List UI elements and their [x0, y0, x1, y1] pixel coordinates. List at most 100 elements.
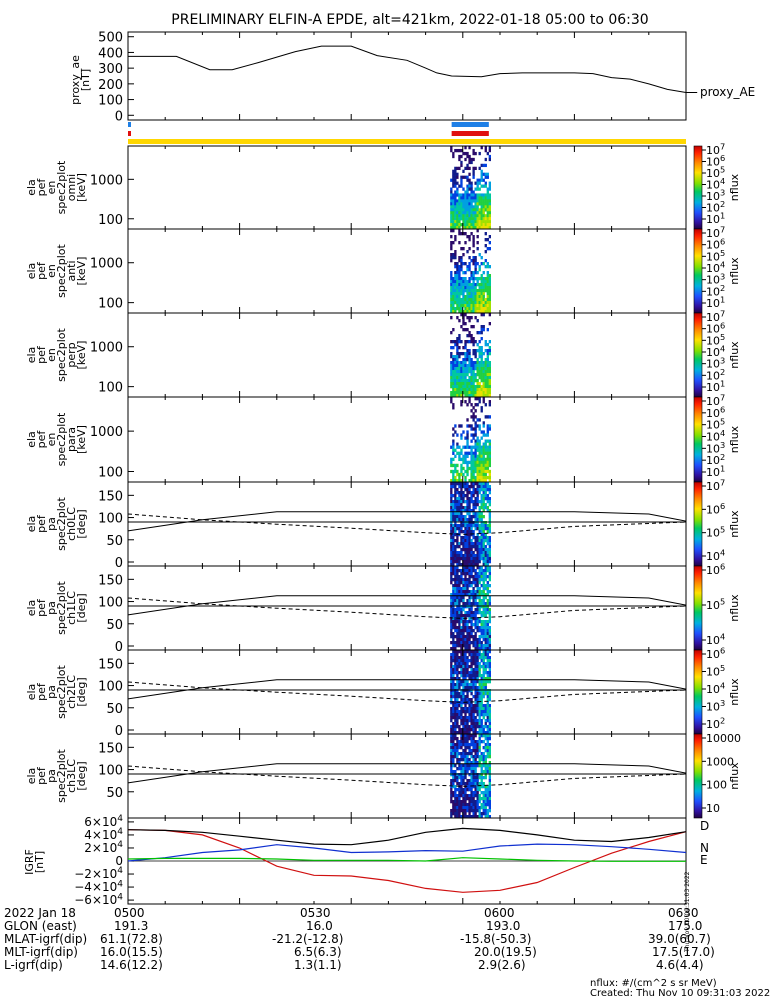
spectrogram-cell: [484, 533, 487, 537]
spectrogram-cell: [488, 602, 491, 606]
spectrogram-cell: [478, 611, 481, 615]
spectrogram-cell: [486, 740, 489, 744]
spectrogram-cell: [478, 478, 481, 483]
spectrogram-cell: [474, 482, 477, 486]
spectrogram-cell: [478, 746, 481, 750]
spectrogram-cell: [474, 433, 477, 437]
spectrogram-cell: [454, 196, 457, 200]
spectrogram-cell: [474, 671, 477, 675]
spectrogram-cell: [450, 214, 453, 218]
spectrogram-cell: [484, 572, 487, 576]
spectrogram-cell: [478, 578, 481, 582]
spectrogram-cell: [456, 148, 459, 153]
spectrogram-cell: [464, 689, 467, 693]
spectrogram-cell: [474, 767, 477, 771]
spectrogram-cell: [456, 605, 459, 609]
value-0530: -21.2(-12.8): [272, 932, 344, 946]
spectrogram-cell: [456, 316, 459, 320]
spectrogram-cell: [476, 617, 479, 621]
spectrogram-cell: [458, 677, 461, 681]
spectrogram-cell: [464, 725, 467, 729]
spectrogram-cell: [462, 196, 465, 200]
spectrogram-cell: [460, 530, 463, 534]
spectrogram-cell: [488, 635, 491, 639]
spectrogram-cell: [454, 776, 457, 780]
spectrogram-cell: [486, 460, 489, 465]
spectrogram-cell: [450, 500, 453, 504]
spectrogram-cell: [456, 590, 459, 594]
spectrogram-cell: [478, 418, 481, 422]
spectrogram-cell: [478, 373, 481, 377]
spectrogram-cell: [462, 692, 465, 696]
spectrogram-cell: [476, 593, 479, 597]
spectrogram-cell: [464, 767, 467, 771]
spectrogram-cell: [462, 301, 465, 305]
spectrogram-cell: [452, 217, 455, 221]
spectrogram-cell: [452, 478, 455, 483]
spectrogram-cell: [484, 791, 487, 795]
spectrogram-cell: [460, 382, 463, 386]
spectrogram-cell: [466, 548, 469, 552]
spectrogram-cell: [480, 184, 483, 188]
spectrogram-cell: [470, 509, 473, 513]
spectrogram-cell: [450, 271, 453, 275]
spectrogram-cell: [484, 148, 487, 153]
legend-n: N: [700, 841, 709, 855]
spectrogram-cell: [464, 241, 467, 245]
spectrogram-cell: [476, 722, 479, 726]
spectrogram-cell: [472, 193, 475, 197]
spectrogram-cell: [474, 596, 477, 600]
spectrogram-cell: [480, 545, 483, 549]
spectrogram-cell: [464, 211, 467, 215]
spectrogram-cell: [464, 196, 467, 200]
spectrogram-cell: [484, 388, 487, 392]
spectrogram-cell: [458, 563, 461, 567]
spectrogram-cell: [460, 641, 463, 645]
spectrogram-cell: [478, 719, 481, 723]
spectrogram-cell: [464, 217, 467, 221]
spectrogram-cell: [462, 313, 465, 317]
spectrogram-cell: [480, 698, 483, 702]
spectrogram-cell: [482, 445, 485, 449]
spectrogram-cell: [474, 626, 477, 630]
spectrogram-cell: [476, 229, 479, 233]
spectrogram-cell: [468, 400, 471, 404]
spectrogram-cell: [484, 557, 487, 561]
spectrogram-cell: [482, 629, 485, 633]
spectrogram-cell: [454, 463, 457, 468]
spectrogram-cell: [476, 442, 479, 446]
spectrogram-cell: [466, 647, 469, 651]
spectrogram-cell: [472, 713, 475, 717]
spectrogram-cell: [456, 704, 459, 708]
spectrogram-cell: [486, 274, 489, 278]
spectrogram-cell: [480, 653, 483, 657]
spectrogram-cell: [482, 569, 485, 573]
spectrogram-cell: [478, 665, 481, 669]
spectrogram-cell: [484, 734, 487, 738]
spectrogram-cell: [466, 644, 469, 648]
spectrogram-cell: [482, 803, 485, 807]
spectrogram-cell: [468, 226, 471, 230]
colorbar-tick-label: 107: [706, 393, 725, 408]
spectrogram-cell: [470, 788, 473, 792]
spectrogram-cell: [466, 536, 469, 540]
spectrogram-cell: [478, 629, 481, 633]
spectrogram-cell: [474, 316, 477, 320]
spectrogram-cell: [454, 737, 457, 741]
spectrogram-cell: [468, 298, 471, 302]
spectrogram-cell: [456, 599, 459, 603]
spectrogram-cell: [454, 743, 457, 747]
spectrogram-cell: [450, 533, 453, 537]
spectrogram-cell: [488, 286, 491, 290]
spectrogram-cell: [468, 794, 471, 798]
spectrogram-cell: [468, 713, 471, 717]
spectrogram-cell: [454, 614, 457, 618]
spectrogram-cell: [486, 355, 489, 359]
spectrogram-cell: [470, 683, 473, 687]
colorbar-tick-label: 101: [706, 295, 725, 310]
spectrogram-cell: [454, 175, 457, 179]
spectrogram-cell: [450, 815, 453, 819]
spectrogram-cell: [454, 169, 457, 173]
spectrogram-cell: [472, 587, 475, 591]
spectrogram-cell: [464, 232, 467, 236]
